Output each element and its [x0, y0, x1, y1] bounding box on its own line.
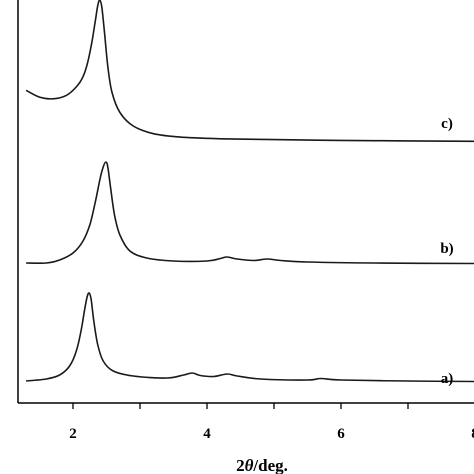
- x-tick-label: 2: [69, 426, 77, 442]
- series-line-3: [26, 292, 474, 383]
- x-tick-label: 6: [337, 426, 345, 442]
- x-axis-title-theta: θ: [245, 456, 254, 474]
- series-label-3: a): [441, 371, 454, 387]
- x-axis-title-suffix: /deg.: [252, 456, 287, 474]
- x-tick-label: 4: [203, 426, 211, 442]
- series-label-2: b): [440, 241, 453, 257]
- x-axis-title: 2θ/deg.: [236, 456, 288, 474]
- series-lines: [25, 0, 474, 383]
- series-line-2: [26, 161, 474, 265]
- x-tick-label: 8: [471, 426, 474, 442]
- x-axis-title-prefix: 2: [236, 456, 245, 474]
- series-labels: c) b) a): [440, 116, 453, 387]
- x-axis: 2 4 6 8: [18, 402, 474, 442]
- series-line-1: [25, 0, 474, 143]
- series-label-1: c): [441, 116, 453, 132]
